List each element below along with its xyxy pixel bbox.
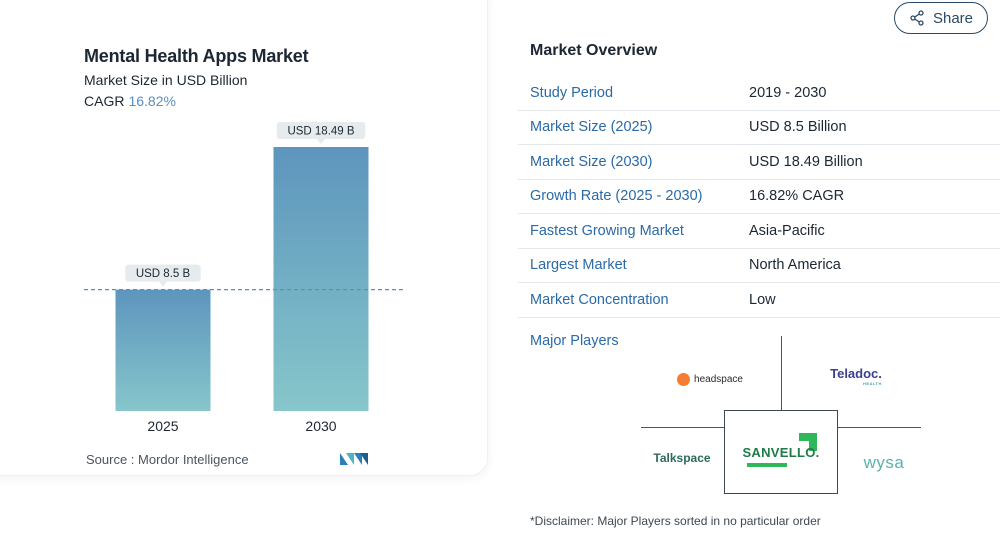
overview-title: Market Overview: [530, 42, 658, 59]
share-button[interactable]: Share: [894, 2, 988, 34]
talkspace-name: Talkspace: [653, 451, 711, 465]
bar-2030: [273, 147, 369, 411]
table-row: Market Size (2025) USD 8.5 Billion: [518, 111, 1000, 145]
table-row: Growth Rate (2025 - 2030) 16.82% CAGR: [518, 180, 1000, 214]
data-label-bg: [125, 264, 201, 282]
data-label-pointer: [159, 281, 167, 287]
cagr-value: 16.82%: [128, 93, 176, 109]
row-key[interactable]: Market Size (2025): [530, 119, 653, 136]
row-value: USD 8.5 Billion: [749, 119, 847, 136]
quadrant-divider: [641, 427, 724, 428]
sanvello-name: SANVELLO.: [742, 444, 820, 460]
x-tick-label: 2025: [147, 418, 178, 434]
cagr-label: CAGR: [84, 93, 125, 109]
data-label: USD 8.5 B: [136, 268, 191, 280]
data-label: USD 18.49 B: [287, 126, 354, 138]
row-key[interactable]: Market Size (2030): [530, 153, 653, 170]
chart-title: Mental Health Apps Market: [84, 46, 309, 66]
headspace-name: headspace: [694, 373, 743, 385]
chart-source: Source : Mordor Intelligence: [86, 452, 249, 467]
row-value: 2019 - 2030: [749, 84, 827, 101]
share-label: Share: [932, 9, 974, 27]
x-tick-label: 2030: [305, 418, 336, 434]
wysa-name: wysa: [863, 453, 905, 472]
table-row: Fastest Growing Market Asia-Pacific: [518, 214, 1000, 249]
quadrant-divider: [838, 427, 921, 428]
row-key[interactable]: Study Period: [530, 84, 614, 101]
talkspace-logo[interactable]: Talkspace: [636, 446, 728, 470]
row-key[interactable]: Market Concentration: [530, 291, 669, 308]
wysa-logo[interactable]: wysa: [844, 450, 924, 476]
row-value: North America: [749, 257, 841, 274]
quadrant-divider: [781, 336, 782, 410]
row-key[interactable]: Growth Rate (2025 - 2030): [530, 188, 703, 205]
teladoc-name: Teladoc.: [830, 366, 882, 381]
row-value: USD 18.49 Billion: [749, 153, 863, 170]
bar-chart: USD 8.5 B 2025 USD 18.49 B 2030: [84, 122, 404, 434]
chart-subtitle: Market Size in USD Billion: [84, 72, 248, 88]
headspace-dot-icon: [677, 372, 691, 386]
disclaimer: *Disclaimer: Major Players sorted in no …: [530, 514, 821, 528]
table-row: Study Period 2019 - 2030: [518, 76, 1000, 111]
share-icon: [910, 10, 924, 26]
row-key[interactable]: Fastest Growing Market: [530, 222, 684, 239]
sanvello-mark-icon: [747, 433, 817, 467]
major-players-label[interactable]: Major Players: [530, 333, 619, 349]
table-row: Market Size (2030) USD 18.49 Billion: [518, 145, 1000, 180]
cagr-line: CAGR 16.82%: [84, 93, 176, 109]
table-row: Market Concentration Low: [518, 283, 1000, 318]
headspace-logo[interactable]: headspace: [650, 366, 770, 392]
row-value: Asia-Pacific: [749, 222, 825, 239]
bar-2025: [115, 289, 211, 411]
row-value: Low: [749, 291, 776, 308]
data-label-pointer: [317, 139, 325, 144]
teladoc-sub: HEALTH: [862, 381, 882, 386]
data-label-bg: [276, 122, 366, 139]
mordor-logo-icon: [340, 453, 368, 465]
sanvello-logo[interactable]: SANVELLO.: [724, 410, 838, 494]
row-value: 16.82% CAGR: [749, 188, 845, 205]
overview-table: Study Period 2019 - 2030 Market Size (20…: [518, 76, 1000, 318]
teladoc-logo[interactable]: Teladoc. HEALTH: [800, 366, 912, 392]
table-row: Largest Market North America: [518, 249, 1000, 283]
row-key[interactable]: Largest Market: [530, 257, 627, 274]
chart-card: [0, 0, 488, 476]
